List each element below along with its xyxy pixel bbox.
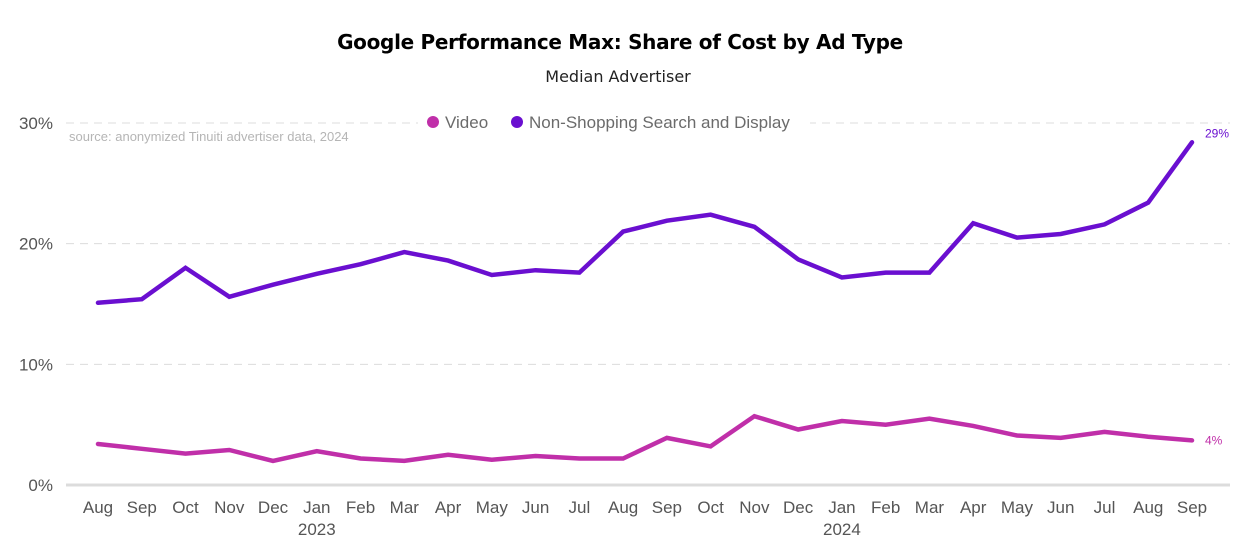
x-tick-label: Jan	[828, 498, 855, 517]
legend-marker-non-shopping	[511, 116, 523, 128]
x-tick-label: Aug	[608, 498, 638, 517]
legend: Video Non-Shopping Search and Display	[418, 110, 810, 134]
x-tick-label: Dec	[783, 498, 814, 517]
x-year-label: 2023	[298, 520, 336, 539]
x-tick-label: Apr	[435, 498, 462, 517]
x-tick-label: Jan	[303, 498, 330, 517]
y-tick-label: 20%	[19, 235, 53, 254]
gridlines	[66, 122, 1230, 487]
x-tick-label: Mar	[390, 498, 420, 517]
chart-title: Google Performance Max: Share of Cost by…	[337, 30, 903, 54]
legend-background	[418, 110, 810, 134]
x-tick-label: Feb	[346, 498, 375, 517]
y-tick-label: 0%	[28, 476, 53, 495]
x-tick-label: Dec	[258, 498, 289, 517]
x-tick-label: Jul	[1094, 498, 1116, 517]
series-line-video	[95, 413, 1195, 464]
x-tick-label: Oct	[697, 498, 724, 517]
series-lines	[95, 140, 1195, 464]
y-tick-label: 30%	[19, 114, 53, 133]
series-line-non-shopping-search-display	[95, 140, 1195, 306]
source-note: source: anonymized Tinuiti advertiser da…	[69, 129, 349, 144]
y-axis-ticks: 0% 10% 20% 30%	[19, 114, 53, 495]
y-tick-label: 10%	[19, 355, 53, 374]
x-tick-label: May	[476, 498, 509, 517]
legend-label: Video	[445, 113, 488, 132]
end-label: 4%	[1205, 433, 1223, 447]
x-axis-ticks: Aug Sep Oct Nov Dec Jan Feb Mar Apr May Jun Jul Aug S…	[83, 498, 1207, 539]
x-tick-label: Nov	[214, 498, 245, 517]
x-tick-label: Apr	[960, 498, 987, 517]
x-tick-label: Oct	[172, 498, 199, 517]
x-year-label: 2024	[823, 520, 861, 539]
legend-label: Non-Shopping Search and Display	[529, 113, 790, 132]
x-tick-label: Jun	[1047, 498, 1074, 517]
x-tick-label: Aug	[83, 498, 113, 517]
end-labels: 4% 29%	[1205, 126, 1229, 447]
x-tick-label: Nov	[739, 498, 770, 517]
x-tick-label: Mar	[915, 498, 945, 517]
x-tick-label: Jul	[568, 498, 590, 517]
x-tick-label: Feb	[871, 498, 900, 517]
x-tick-label: Jun	[522, 498, 549, 517]
x-tick-label: Aug	[1133, 498, 1163, 517]
x-tick-label: Sep	[127, 498, 157, 517]
chart-subtitle: Median Advertiser	[545, 67, 691, 86]
end-label: 29%	[1205, 126, 1229, 140]
x-tick-label: Sep	[652, 498, 682, 517]
x-tick-label: May	[1001, 498, 1034, 517]
x-tick-label: Sep	[1177, 498, 1207, 517]
legend-marker-video	[427, 116, 439, 128]
